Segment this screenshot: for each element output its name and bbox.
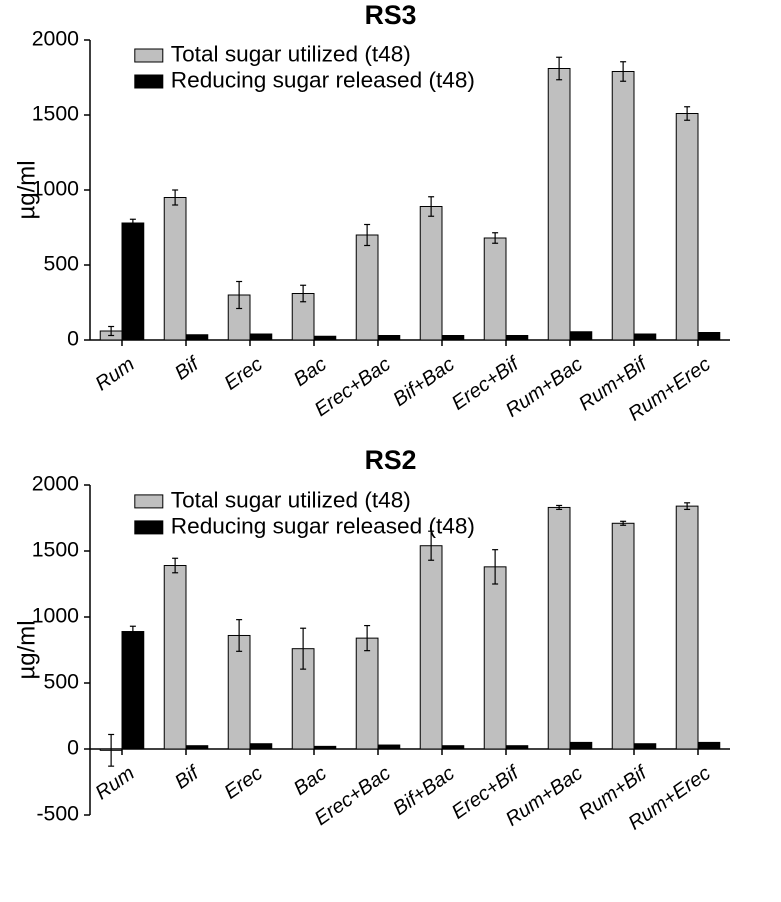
x-tick-label: Bif: [171, 761, 205, 794]
y-tick-label: 500: [44, 252, 79, 276]
bar-reducing: [314, 746, 336, 749]
bar-reducing: [634, 334, 656, 340]
x-tick-label: Rum: [92, 353, 139, 395]
bar-reducing: [570, 742, 592, 749]
bar-total: [420, 207, 442, 341]
y-tick-label: 1500: [32, 102, 79, 126]
bar-total: [676, 114, 698, 341]
bar-reducing: [122, 632, 144, 749]
chart-title-rs2: RS2: [0, 445, 781, 476]
x-tick-label: Erec: [220, 762, 266, 804]
bar-reducing: [378, 745, 400, 749]
bar-reducing: [314, 336, 336, 340]
x-tick-label: Bif: [171, 352, 205, 385]
x-tick-label: Bac: [290, 762, 331, 800]
legend-swatch-total: [135, 49, 163, 62]
x-tick-label: Bac: [290, 353, 331, 391]
bar-total: [228, 635, 250, 749]
bar-reducing: [250, 334, 272, 340]
bar-reducing: [570, 332, 592, 340]
panel-rs3: RS3 0500100015002000µg/mlRumBifErecBacEr…: [0, 0, 781, 430]
bar-reducing: [186, 335, 208, 340]
bar-total: [164, 198, 186, 341]
figure: { "figure": { "width_px": 781, "height_p…: [0, 0, 781, 902]
bar-total: [612, 72, 634, 341]
y-tick-label: 1500: [32, 538, 79, 562]
legend-label-total: Total sugar utilized (t48): [171, 41, 411, 66]
legend-swatch-reducing: [135, 521, 163, 534]
y-axis-label: µg/ml: [13, 620, 40, 679]
bar-total: [356, 638, 378, 749]
bar-total: [484, 567, 506, 749]
bar-reducing: [698, 742, 720, 749]
legend-swatch-total: [135, 495, 163, 508]
x-tick-label: Bif+Bac: [389, 353, 458, 411]
y-tick-label: 0: [67, 327, 79, 351]
bar-reducing: [122, 223, 144, 340]
bar-total: [356, 235, 378, 340]
bar-reducing: [442, 336, 464, 341]
bar-total: [548, 507, 570, 749]
x-tick-label: Erec: [220, 353, 266, 395]
y-tick-label: 500: [44, 670, 79, 694]
bar-total: [420, 546, 442, 749]
chart-svg-rs3: 0500100015002000µg/mlRumBifErecBacErec+B…: [0, 0, 781, 430]
bar-total: [548, 69, 570, 341]
chart-title-rs3: RS3: [0, 0, 781, 31]
bar-total: [612, 523, 634, 749]
legend-label-reducing: Reducing sugar released (t48): [171, 67, 475, 92]
chart-svg-rs2: -5000500100015002000µg/mlRumBifErecBacEr…: [0, 445, 781, 900]
bar-reducing: [506, 336, 528, 341]
y-axis-label: µg/ml: [13, 160, 40, 219]
legend-label-total: Total sugar utilized (t48): [171, 487, 411, 512]
panel-rs2: RS2 -5000500100015002000µg/mlRumBifErecB…: [0, 445, 781, 900]
bar-total: [484, 238, 506, 340]
x-tick-label: Bif+Bac: [389, 762, 458, 820]
bar-reducing: [698, 333, 720, 341]
bar-reducing: [634, 744, 656, 749]
y-tick-label: 0: [67, 736, 79, 760]
bar-reducing: [506, 746, 528, 749]
x-tick-label: Rum: [92, 762, 139, 804]
bar-total: [164, 566, 186, 749]
bar-total: [676, 506, 698, 749]
y-tick-label: -500: [36, 802, 79, 826]
bar-reducing: [186, 746, 208, 749]
legend-label-reducing: Reducing sugar released (t48): [171, 513, 475, 538]
legend-swatch-reducing: [135, 75, 163, 88]
bar-reducing: [378, 336, 400, 341]
bar-reducing: [250, 744, 272, 749]
bar-reducing: [442, 746, 464, 749]
